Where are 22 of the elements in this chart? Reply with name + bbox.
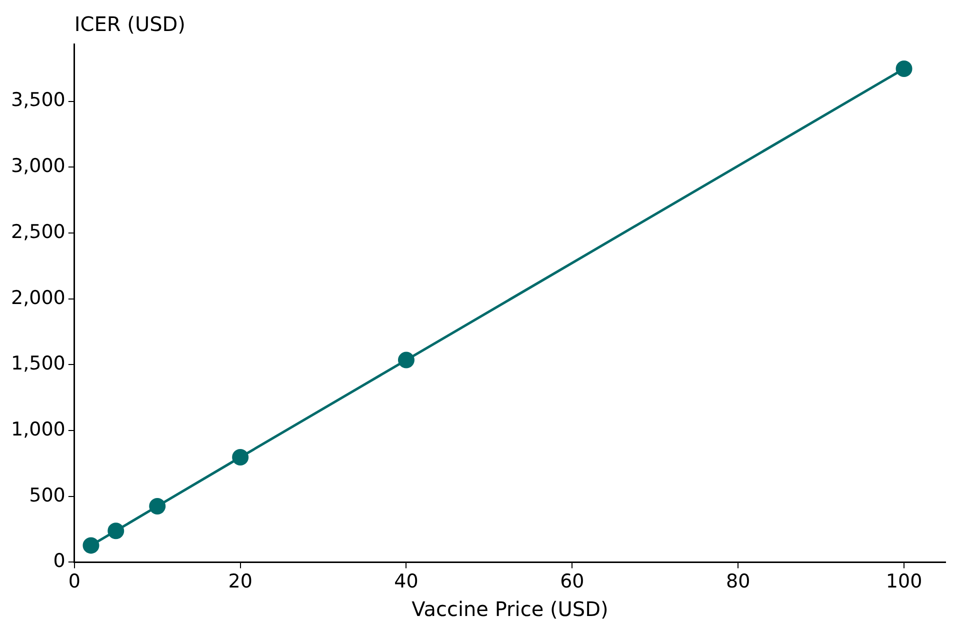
x-tick-label: 100 bbox=[886, 570, 922, 593]
x-tick-label: 0 bbox=[68, 570, 80, 593]
y-tick-label: 1,500 bbox=[10, 352, 66, 375]
point bbox=[896, 60, 912, 78]
y-tick-label: 3,500 bbox=[10, 89, 66, 112]
x-tick-label: 80 bbox=[726, 570, 750, 593]
point bbox=[232, 448, 249, 466]
point bbox=[82, 537, 100, 554]
point bbox=[108, 522, 124, 540]
y-axis-title: ICER (USD) bbox=[74, 12, 186, 36]
y-tick-label: 2,500 bbox=[10, 220, 66, 243]
x-tick-label: 20 bbox=[228, 570, 252, 593]
y-tick-label: 500 bbox=[29, 484, 66, 506]
y-tick-label: 3,000 bbox=[10, 155, 66, 178]
y-tick-label: 0 bbox=[53, 550, 66, 572]
point bbox=[149, 498, 166, 514]
x-axis-title: Vaccine Price (USD) bbox=[412, 597, 608, 622]
x-tick-label: 40 bbox=[394, 570, 418, 593]
point bbox=[398, 352, 414, 368]
y-tick-label: 2,000 bbox=[10, 286, 66, 309]
x-tick-label: 60 bbox=[560, 570, 584, 593]
y-tick-label: 1,000 bbox=[10, 418, 66, 440]
